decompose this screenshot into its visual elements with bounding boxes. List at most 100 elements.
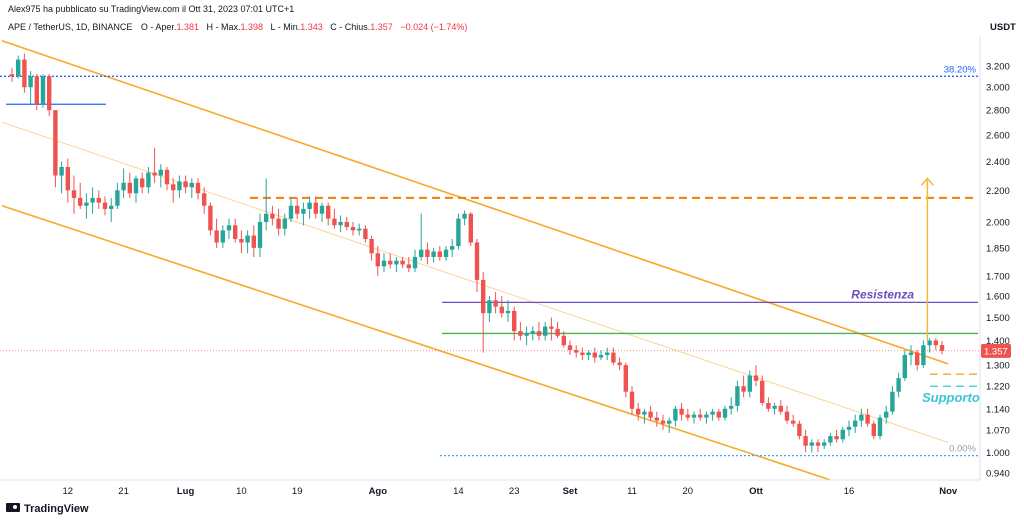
candle (338, 215, 343, 233)
time-tick-label: 10 (236, 486, 247, 497)
time-tick-label: 16 (844, 486, 855, 497)
candle-body (586, 352, 591, 356)
candle-body (338, 221, 343, 226)
candle-body (468, 213, 473, 243)
candle-body (636, 408, 641, 415)
plot-area[interactable] (0, 40, 978, 480)
candle (499, 296, 504, 318)
candle (146, 166, 151, 194)
candle (933, 338, 938, 351)
candle-body (282, 218, 287, 229)
candle (716, 408, 721, 421)
candle (257, 213, 263, 257)
candle (115, 182, 120, 209)
candle (536, 322, 542, 341)
price-tick-label: 1.300 (986, 361, 1010, 372)
candle-body (133, 178, 139, 194)
candle (505, 300, 511, 323)
candle (902, 350, 907, 381)
candle-body (146, 172, 151, 188)
candle (400, 256, 405, 269)
candle-body (493, 300, 498, 307)
candle (797, 420, 802, 440)
price-tick-label: 1.140 (986, 404, 1010, 415)
target-arrow (920, 177, 934, 341)
change-value: −0.024 (−1.74%) (400, 22, 467, 32)
candle-body (685, 414, 690, 418)
open-value: 1.381 (176, 22, 199, 32)
attribution-text: Alex975 ha pubblicato su TradingView.com… (8, 4, 294, 14)
candle (381, 253, 387, 273)
candle (815, 439, 821, 453)
time-tick-label: Nov (939, 486, 958, 497)
candle-body (605, 352, 610, 356)
candle-body (233, 225, 238, 240)
candle-body (202, 193, 207, 206)
candle-body (735, 386, 740, 406)
candle (208, 202, 213, 236)
candle (871, 420, 876, 440)
candle (865, 408, 870, 427)
candle-body (326, 205, 331, 219)
candle (654, 411, 659, 427)
candle (555, 322, 560, 339)
candle (288, 197, 294, 222)
candle-body (890, 391, 895, 412)
candle (530, 326, 535, 341)
candle (915, 350, 920, 371)
price-axis[interactable]: 3.200 3.000 2.800 2.600 2.400 2.200 2.000 1.850… (0, 61, 1011, 479)
candle-body (301, 208, 306, 214)
candle-body (394, 260, 399, 265)
candle-body (47, 76, 52, 111)
candle (543, 322, 548, 341)
time-axis[interactable]: 12 21 Lug 10 19 Ago 14 23 Set 11 20 Ott 16 Nov (63, 486, 958, 497)
candle-body (487, 300, 492, 314)
candle (586, 350, 591, 361)
candle-body (381, 260, 387, 267)
candle-body (939, 345, 945, 351)
candle (375, 246, 380, 276)
candle-body (623, 365, 628, 392)
candle-body (109, 205, 114, 209)
candle (617, 357, 622, 371)
support-label: Supporto (922, 390, 980, 405)
candle (772, 402, 777, 415)
candle (78, 182, 83, 209)
price-tick-label: 0.940 (986, 468, 1010, 479)
candle-body (257, 221, 263, 248)
candle-body (927, 340, 932, 346)
candle (28, 71, 33, 105)
candle (84, 193, 89, 219)
candle-body (127, 182, 132, 194)
candle (524, 326, 529, 346)
candle-body (549, 326, 554, 329)
candle (326, 202, 331, 226)
time-tick-label: Ago (369, 486, 388, 497)
brand-label: TradingView (24, 503, 89, 515)
candle-body (710, 411, 715, 415)
candle (667, 417, 672, 433)
candle (431, 247, 436, 263)
price-tick-label: 1.850 (986, 243, 1010, 254)
candle-body (530, 331, 535, 334)
candle-body (363, 228, 368, 240)
candle-body (171, 184, 176, 191)
candle-body (450, 246, 455, 250)
tradingview-logo[interactable]: TradingView (6, 503, 89, 515)
candle-body (121, 182, 126, 191)
candle (828, 432, 833, 446)
candle (102, 196, 108, 216)
candle-body (412, 256, 418, 269)
time-tick-label: 23 (509, 486, 520, 497)
candle (648, 405, 653, 421)
price-tick-label: 2.400 (986, 157, 1010, 168)
candle (567, 340, 573, 356)
candle-body (933, 340, 938, 346)
candle (109, 197, 114, 222)
last-price-badge (981, 343, 1011, 358)
candle-body (871, 423, 876, 437)
candle-body (846, 426, 852, 430)
candle (549, 317, 554, 341)
price-tick-label: 2.000 (986, 217, 1010, 228)
